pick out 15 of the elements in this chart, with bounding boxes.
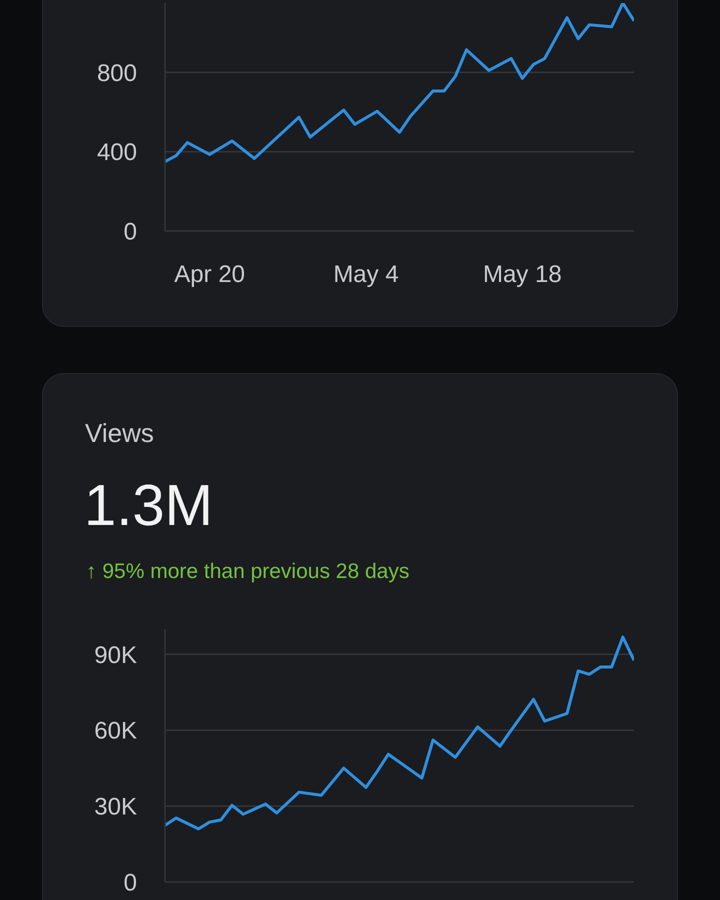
y-tick-label: 400 bbox=[96, 139, 137, 166]
y-tick-label: 0 bbox=[124, 870, 137, 897]
y-tick-label: 90K bbox=[94, 642, 137, 669]
x-tick-label: Apr 20 bbox=[174, 261, 246, 288]
x-tick-label: May 4 bbox=[333, 261, 399, 288]
y-tick-label: 0 bbox=[124, 218, 137, 246]
y-tick-label: 800 bbox=[96, 60, 137, 87]
text: ↑ 95% more than previous 28 days bbox=[86, 560, 410, 584]
chart-title: Views bbox=[85, 418, 154, 449]
line-series bbox=[165, 3, 634, 164]
y-tick-label: 30K bbox=[94, 794, 137, 821]
line-series bbox=[165, 636, 634, 830]
chart-subtitle: 1.3M bbox=[84, 472, 213, 539]
x-tick-label: May 18 bbox=[482, 261, 562, 288]
y-tick-label: 60K bbox=[94, 718, 137, 745]
